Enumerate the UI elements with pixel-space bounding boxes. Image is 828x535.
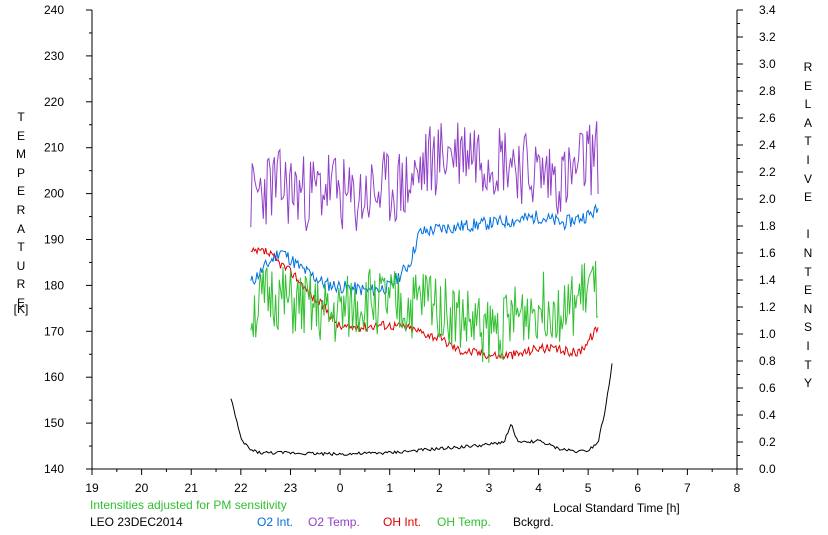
- axis-label-letter: E: [803, 190, 812, 205]
- x-tick-label: 0: [337, 481, 344, 495]
- axis-label-letter: N: [803, 245, 813, 260]
- axis-label-letter: Y: [803, 376, 812, 391]
- left-tick-label: 200: [44, 187, 64, 201]
- x-tick-label: 1: [386, 481, 393, 495]
- axis-label-letter: L: [804, 97, 812, 112]
- legend-entry: Bckgrd.: [513, 515, 554, 529]
- x-axis-ticks: 19 20 21 22 23 0 1 2 3 4 5 6 7 8: [85, 469, 741, 495]
- x-tick-label: 6: [634, 481, 641, 495]
- x-tick-label: 19: [85, 481, 99, 495]
- axis-label-letter: T: [17, 110, 25, 124]
- axis-label-letter: E: [16, 295, 25, 310]
- right-tick-label: 0.8: [759, 354, 776, 368]
- axis-label-letter: R: [16, 202, 26, 217]
- axis-label-letter: E: [803, 78, 812, 93]
- right-tick-label: 1.8: [759, 219, 776, 233]
- right-tick-label: 0.4: [759, 408, 776, 422]
- right-tick-label: 2.8: [759, 84, 776, 98]
- right-tick-label: 0.2: [759, 435, 776, 449]
- axis-label-letter: P: [16, 165, 25, 180]
- axis-label-letter: A: [16, 221, 25, 236]
- left-tick-label: 240: [44, 3, 64, 17]
- x-axis-label: Local Standard Time [h]: [553, 501, 680, 515]
- axis-label-letter: T: [804, 134, 812, 149]
- x-tick-label: 8: [734, 481, 741, 495]
- legend-entry: OH Temp.: [437, 515, 491, 529]
- plot-frame: [91, 10, 738, 470]
- right-tick-label: 3.2: [759, 30, 776, 44]
- axis-label-letter: I: [806, 338, 810, 353]
- legend-entry: O2 Temp.: [308, 515, 360, 529]
- axis-label-letter: T: [17, 240, 25, 255]
- series-line-bckgrd: [230, 363, 613, 457]
- left-tick-label: 160: [44, 370, 64, 384]
- axis-label-letter: U: [16, 258, 26, 273]
- right-tick-label: 1.6: [759, 246, 776, 260]
- x-tick-label: 22: [234, 481, 248, 495]
- series-line-oh-temp: [250, 260, 599, 363]
- right-tick-label: 2.6: [759, 111, 776, 125]
- series-line-o2-int: [250, 203, 599, 296]
- axis-label-letter: T: [804, 264, 812, 279]
- x-tick-label: 4: [535, 481, 542, 495]
- axis-label-letter: I: [806, 152, 810, 167]
- axis-label-letter: E: [16, 128, 25, 143]
- right-tick-label: 0.6: [759, 381, 776, 395]
- right-tick-label: 2.4: [759, 138, 776, 152]
- x-tick-label: 23: [284, 481, 298, 495]
- left-tick-label: 190: [44, 233, 64, 247]
- left-tick-label: 210: [44, 141, 64, 155]
- x-tick-label: 20: [135, 481, 149, 495]
- left-axis-unit-text: [K]: [13, 302, 29, 316]
- right-tick-label: 2.2: [759, 165, 776, 179]
- series-line-o2-temp: [250, 121, 599, 231]
- right-tick-label: 1.2: [759, 300, 776, 314]
- axis-label-letter: [806, 207, 809, 226]
- axis-label-letter: E: [803, 283, 812, 298]
- right-tick-label: 2.0: [759, 192, 776, 206]
- right-tick-label: 0.0: [759, 462, 776, 476]
- x-tick-label: 21: [185, 481, 199, 495]
- axis-label-letter: R: [803, 60, 813, 74]
- legend-entry: OH Int.: [383, 515, 422, 529]
- station-text: LEO 23DEC2014: [90, 515, 183, 529]
- left-tick-label: 150: [44, 416, 64, 430]
- right-tick-label: 1.0: [759, 327, 776, 341]
- left-tick-label: 220: [44, 95, 64, 109]
- axis-label-letter: R: [16, 277, 26, 292]
- axis-label-letter: I: [806, 227, 810, 242]
- axis-label-letter: M: [16, 147, 26, 162]
- x-tick-label: 3: [486, 481, 493, 495]
- axis-label-letter: S: [803, 320, 812, 335]
- left-tick-label: 180: [44, 278, 64, 292]
- note-text: Intensities adjusted for PM sensitivity: [90, 498, 287, 512]
- left-tick-label: 140: [44, 462, 64, 476]
- axis-label-letter: E: [16, 184, 25, 199]
- x-tick-label: 5: [585, 481, 592, 495]
- left-tick-label: 230: [44, 49, 64, 63]
- axis-label-letter: A: [803, 115, 812, 130]
- left-tick-label: 170: [44, 324, 64, 338]
- axis-label-letter: V: [803, 171, 812, 186]
- right-tick-label: 1.4: [759, 273, 776, 287]
- right-tick-label: 3.0: [759, 57, 776, 71]
- legend-entry: O2 Int.: [257, 515, 294, 529]
- x-tick-label: 7: [684, 481, 691, 495]
- axis-label-letter: N: [803, 301, 813, 316]
- series-layer: [230, 121, 613, 457]
- right-axis-ticks: 0.0 0.2 0.4 0.6 0.8 1.0 1.2 1.4 1.6 1.8 2.0 2.2 2.4 2…: [737, 3, 776, 476]
- right-tick-label: 3.4: [759, 3, 776, 17]
- x-tick-label: 2: [436, 481, 443, 495]
- axis-label-letter: T: [804, 357, 812, 372]
- left-axis-unit: [K]: [10, 300, 32, 319]
- left-axis-ticks: 140 150 160 170 180 190 200 210 220 230 240: [44, 3, 92, 476]
